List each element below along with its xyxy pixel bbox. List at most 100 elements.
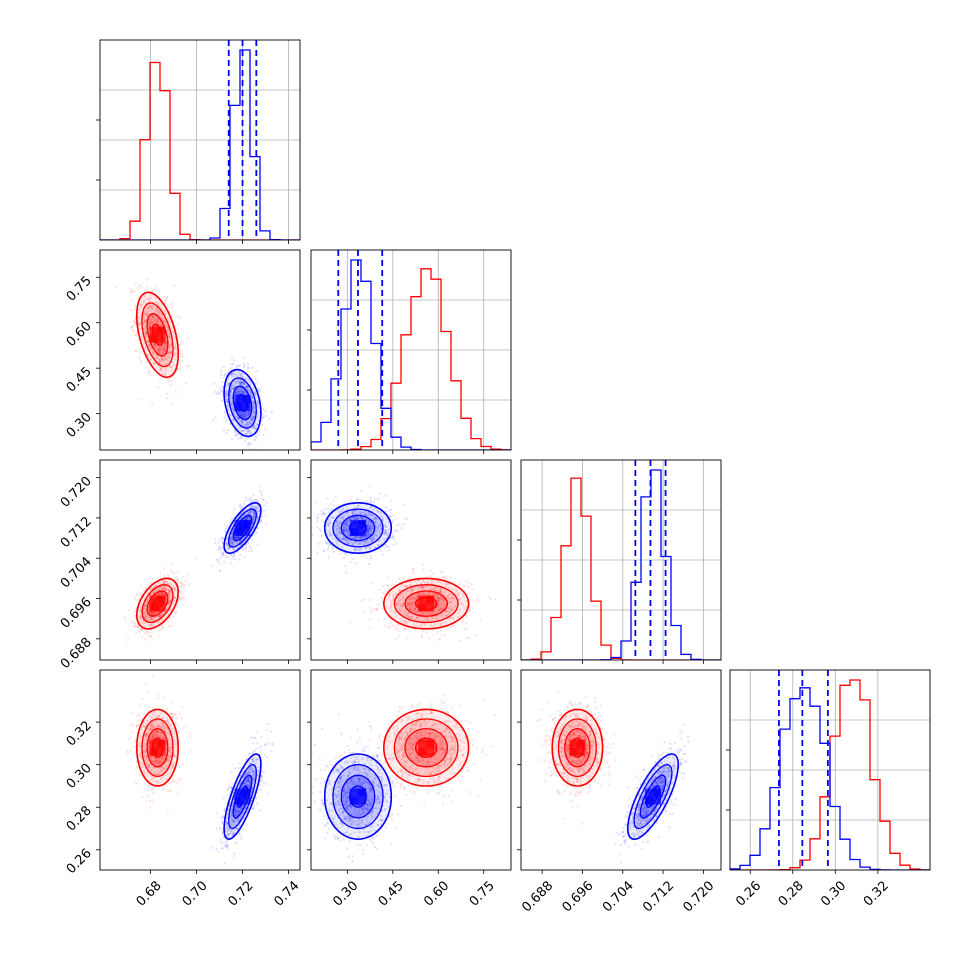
sample-point xyxy=(130,290,133,293)
sample-point xyxy=(229,390,232,394)
sample-point xyxy=(397,630,400,633)
sample-point xyxy=(141,621,144,624)
sample-point xyxy=(154,584,157,587)
sample-point xyxy=(452,587,455,590)
sample-point xyxy=(228,547,231,550)
sample-point xyxy=(157,581,160,585)
sample-point xyxy=(248,512,251,515)
sample-point xyxy=(220,389,223,392)
sample-point xyxy=(129,287,132,290)
sample-point xyxy=(465,600,468,603)
sample-point xyxy=(360,518,363,521)
sample-point xyxy=(157,310,160,313)
sample-point xyxy=(382,591,385,595)
sample-point xyxy=(167,573,170,576)
sample-point xyxy=(162,359,165,362)
sample-point xyxy=(367,528,370,531)
sample-point xyxy=(340,538,343,541)
sample-point xyxy=(142,612,145,615)
sample-point xyxy=(160,579,164,582)
sample-point xyxy=(244,412,247,415)
sample-point xyxy=(388,626,391,629)
sample-point xyxy=(448,609,451,612)
sample-point xyxy=(156,319,159,322)
sample-point xyxy=(139,615,143,618)
sample-point xyxy=(169,595,172,598)
sample-point xyxy=(158,616,161,619)
sample-point xyxy=(420,585,424,589)
sample-point xyxy=(168,335,171,338)
sample-point xyxy=(236,536,239,539)
density-cell xyxy=(157,326,166,335)
sample-point xyxy=(240,411,243,414)
sample-point xyxy=(167,589,170,592)
sample-point xyxy=(229,538,232,541)
sample-point xyxy=(434,597,437,600)
sample-point xyxy=(423,581,426,584)
sample-point xyxy=(162,582,165,585)
sample-point xyxy=(395,603,398,607)
sample-point xyxy=(229,394,232,397)
sample-point xyxy=(379,531,382,534)
sample-point xyxy=(434,586,438,589)
sample-point xyxy=(389,610,392,613)
sample-point xyxy=(239,411,242,414)
sample-point xyxy=(165,345,168,348)
sample-point xyxy=(174,354,177,357)
sample-point xyxy=(220,381,224,384)
sample-point xyxy=(253,438,256,441)
sample-point xyxy=(149,321,152,324)
sample-point xyxy=(397,577,400,581)
sample-point xyxy=(395,601,398,604)
sample-point xyxy=(403,626,406,629)
sample-point xyxy=(242,414,246,417)
sample-point xyxy=(134,622,137,625)
sample-point xyxy=(230,533,233,536)
sample-point xyxy=(445,614,448,617)
sample-point xyxy=(155,321,158,324)
sample-point xyxy=(163,588,167,591)
sample-point xyxy=(157,311,160,314)
sample-point xyxy=(253,511,256,514)
sample-point xyxy=(144,330,147,333)
sample-point xyxy=(145,332,148,335)
sample-point xyxy=(241,376,244,379)
sample-point xyxy=(437,599,440,602)
sample-point xyxy=(444,627,447,630)
sample-point xyxy=(176,315,179,318)
sample-point xyxy=(246,517,249,520)
sample-point xyxy=(405,601,408,604)
sample-point xyxy=(159,352,162,355)
sample-point xyxy=(170,403,173,406)
sample-point xyxy=(150,315,153,318)
sample-point xyxy=(246,516,249,519)
sample-point xyxy=(251,505,254,508)
sample-point xyxy=(240,411,243,414)
sample-point xyxy=(161,587,164,590)
sample-point xyxy=(152,351,155,354)
sample-point xyxy=(338,508,341,511)
sample-point xyxy=(152,320,155,323)
sample-point xyxy=(387,595,390,598)
sample-point xyxy=(169,624,172,628)
sample-point xyxy=(352,542,355,545)
sample-point xyxy=(349,499,352,502)
density-cell xyxy=(234,520,243,528)
sample-point xyxy=(245,392,248,396)
sample-point xyxy=(154,318,158,321)
sample-point xyxy=(165,340,168,343)
sample-point xyxy=(241,391,244,394)
sample-point xyxy=(217,541,220,545)
sample-point xyxy=(152,618,156,622)
sample-point xyxy=(140,628,143,631)
sample-point xyxy=(231,410,234,413)
sample-point xyxy=(354,541,357,544)
sample-point xyxy=(380,597,383,600)
sample-point xyxy=(243,391,246,394)
sample-point xyxy=(445,610,448,614)
sample-point xyxy=(406,622,409,625)
sample-point xyxy=(150,587,153,590)
sample-point xyxy=(136,625,139,628)
sample-point xyxy=(435,593,438,596)
sample-point xyxy=(187,337,190,340)
